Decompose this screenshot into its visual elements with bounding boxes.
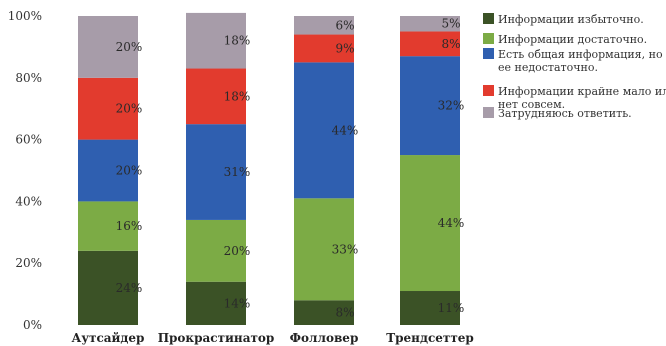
bars — [78, 12, 460, 325]
data-label: 20% — [116, 102, 143, 116]
data-labels: 24% 16% 20% 20% 20% 14% 20% 31% 18% 18% 8% 33% 44% 9%… — [116, 17, 465, 320]
legend: Информации избыточно. Информации достаточ… — [483, 13, 666, 120]
bar-segment — [400, 291, 460, 325]
legend-label: Информации избыточно. — [498, 13, 644, 26]
data-label: 20% — [116, 164, 143, 178]
data-label: 8% — [441, 37, 460, 51]
data-label: 31% — [224, 165, 251, 179]
category-label: Аутсайдер — [72, 331, 145, 345]
data-label: 5% — [441, 17, 460, 31]
data-label: 9% — [335, 41, 354, 55]
bar-segment — [294, 300, 354, 325]
y-tick-label: 60% — [15, 133, 42, 147]
category-label: Фолловер — [290, 331, 359, 345]
data-label: 14% — [224, 296, 251, 310]
bar-segment — [294, 62, 354, 199]
bar-segment — [294, 198, 354, 301]
bar-segment — [186, 281, 246, 325]
legend-label: Информации достаточно. — [498, 33, 647, 46]
bar-segment — [400, 16, 460, 32]
x-axis: Аутсайдер Прокрастинатор Фолловер Трендсетт… — [72, 331, 474, 345]
bar-segment — [186, 219, 246, 282]
data-label: 32% — [438, 99, 465, 113]
data-label: 8% — [335, 306, 354, 320]
legend-label: нет совсем. — [498, 98, 565, 111]
data-label: 20% — [224, 244, 251, 258]
legend-swatch — [483, 85, 494, 96]
data-label: 33% — [332, 242, 359, 256]
bar-segment — [186, 124, 246, 220]
data-label: 44% — [438, 216, 465, 230]
bar-segment — [78, 139, 138, 202]
data-label: 6% — [335, 18, 354, 32]
y-tick-label: 20% — [15, 256, 42, 270]
legend-swatch — [483, 13, 494, 24]
data-label: 20% — [116, 40, 143, 54]
bar-segment — [400, 56, 460, 156]
data-label: 18% — [224, 34, 251, 48]
bar-segment — [78, 250, 138, 325]
data-label: 24% — [116, 281, 143, 295]
category-label: Прокрастинатор — [158, 331, 275, 345]
bar-segment — [186, 68, 246, 125]
y-tick-label: 80% — [15, 71, 42, 85]
bar-segment — [186, 12, 246, 69]
legend-label: Информации крайне мало или — [498, 85, 666, 98]
y-axis: 0% 20% 40% 60% 80% 100% — [8, 9, 42, 332]
category-label: Трендсеттер — [386, 331, 474, 345]
bar-segment — [78, 201, 138, 251]
legend-label: ее недостаточно. — [498, 61, 598, 74]
y-tick-label: 40% — [15, 194, 42, 208]
bar-segment — [78, 16, 138, 78]
data-label: 18% — [224, 89, 251, 103]
y-tick-label: 100% — [8, 9, 42, 23]
y-tick-label: 0% — [23, 318, 42, 332]
legend-swatch — [483, 33, 494, 44]
legend-swatch — [483, 107, 494, 118]
data-label: 16% — [116, 219, 143, 233]
bar-segment — [294, 16, 354, 35]
legend-label: Затрудняюсь ответить. — [498, 107, 632, 120]
legend-swatch — [483, 48, 494, 59]
legend-label: Есть общая информация, но — [498, 48, 663, 61]
bar-segment — [400, 155, 460, 292]
bar-segment — [78, 77, 138, 140]
bar-segment — [294, 34, 354, 63]
bar-segment — [400, 31, 460, 57]
data-label: 44% — [332, 123, 359, 137]
data-label: 11% — [438, 301, 465, 315]
